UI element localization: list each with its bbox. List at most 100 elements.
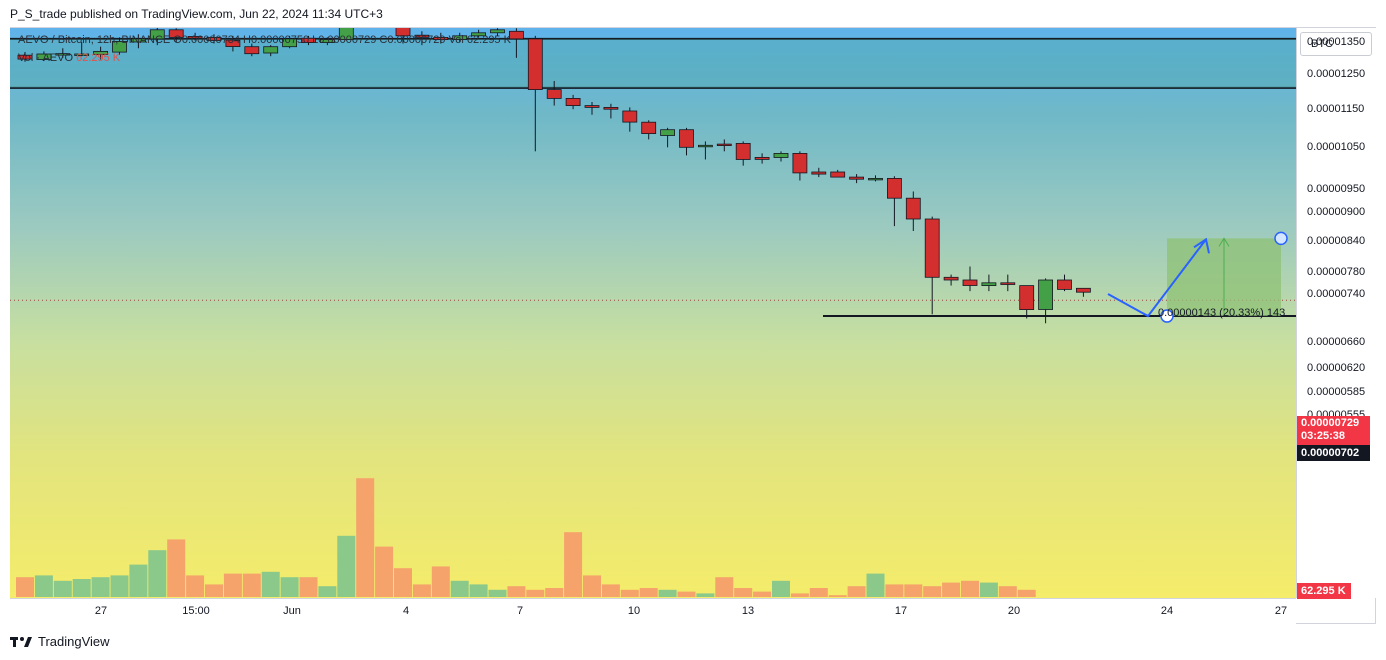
- volume-bar: [318, 586, 337, 597]
- candle-down: [206, 37, 222, 41]
- volume-bar: [469, 584, 488, 597]
- candle-up: [490, 29, 505, 34]
- candle-down: [1019, 285, 1035, 311]
- forecast-arrow-head: [1193, 237, 1210, 254]
- volume-bar: [979, 582, 998, 597]
- volume-bar: [564, 532, 583, 597]
- volume-bar: [658, 589, 677, 597]
- candle-down: [1000, 282, 1016, 285]
- volume-bar: [847, 586, 866, 597]
- volume-bar: [639, 588, 658, 597]
- candle-down: [622, 110, 638, 123]
- price-tick-label: 0.00000620: [1307, 362, 1366, 375]
- volume-bar: [998, 586, 1017, 597]
- price-tick-label: 0.00000780: [1307, 265, 1366, 278]
- volume-bar: [242, 573, 261, 597]
- time-tick-label: 15:00: [182, 605, 210, 617]
- volume-bar: [431, 566, 450, 597]
- candle-down: [849, 176, 864, 180]
- price-tick-label: 0.00000900: [1307, 205, 1366, 218]
- volume-bar: [885, 584, 904, 597]
- candle-down: [17, 54, 33, 60]
- volume-price-label: 62.295 K: [1297, 583, 1351, 599]
- time-tick-label: 7: [516, 605, 524, 617]
- volume-bar: [753, 591, 772, 597]
- volume-bar: [583, 575, 601, 597]
- volume-legend[interactable]: Vol · AEVO 62.295 K: [18, 52, 120, 64]
- candle-up: [55, 53, 71, 56]
- candle-down: [887, 177, 902, 199]
- candle-down: [830, 171, 846, 178]
- candle-down: [225, 39, 241, 47]
- volume-bar: [620, 589, 639, 597]
- volume-bar: [734, 588, 753, 597]
- candle-down: [527, 38, 543, 91]
- volume-bar: [601, 584, 620, 597]
- time-tick-label: 27: [1274, 605, 1288, 617]
- candle-up: [130, 38, 146, 43]
- ohlc-values: O0.00000734 H0.00000750 L0.00000729 C0.0…: [173, 34, 446, 46]
- candle-down: [244, 46, 260, 55]
- volume-bar: [280, 577, 299, 597]
- candle-down: [168, 29, 184, 38]
- plot-layer: [10, 28, 1296, 597]
- volume-bar: [904, 584, 923, 597]
- time-tick-label: 13: [741, 605, 755, 617]
- price-tick-label: 0.00001350: [1307, 36, 1366, 48]
- candle-down: [962, 279, 978, 286]
- candle-down: [905, 197, 921, 220]
- price-tick-label: 0.00001050: [1307, 141, 1366, 154]
- time-scale[interactable]: [10, 598, 1296, 624]
- candle-up: [452, 35, 468, 40]
- bar-countdown: 03:25:38: [1301, 430, 1346, 442]
- volume-bar: [412, 584, 431, 597]
- symbol-legend[interactable]: AEVO / Bitcoin, 12h, BINANCE O0.00000734…: [18, 34, 511, 46]
- volume-bar: [507, 586, 526, 597]
- candle-down: [395, 28, 411, 37]
- volume-bar: [809, 588, 828, 597]
- candle-up: [112, 41, 127, 53]
- volume-bar: [828, 595, 847, 597]
- measure-handle-end: [1274, 231, 1288, 246]
- candle-down: [811, 171, 827, 175]
- forecast-path: [1107, 238, 1207, 318]
- footer-brand: TradingView: [38, 634, 110, 649]
- time-tick-label: 10: [627, 605, 641, 617]
- tradingview-logo-icon: [10, 636, 32, 647]
- time-tick-label: Jun: [283, 605, 301, 617]
- price-scale[interactable]: [1296, 28, 1376, 598]
- volume-bar: [772, 580, 790, 597]
- volume-bar: [696, 593, 715, 597]
- volume-bar: [129, 564, 148, 597]
- time-tick-label: 20: [1007, 605, 1021, 617]
- candle-up: [1038, 279, 1053, 310]
- volume-value: 62.295 K: [76, 52, 121, 64]
- candle-up: [773, 152, 789, 158]
- candle-down: [565, 98, 581, 107]
- candle-down: [735, 142, 751, 160]
- last-price-label: 0.00000729 03:25:38: [1297, 416, 1370, 445]
- volume-bar: [148, 550, 167, 597]
- volume-bar: [356, 478, 375, 597]
- candle-down: [792, 152, 808, 174]
- candle-down: [943, 276, 959, 281]
- candle-down: [603, 107, 619, 110]
- volume-label: Vol · AEVO: [18, 52, 74, 64]
- time-tick-label: 4: [402, 605, 410, 617]
- candle-down: [187, 36, 203, 39]
- volume-bar: [866, 573, 885, 597]
- candle-up: [36, 53, 52, 60]
- volume-bar: [223, 573, 242, 597]
- vol-inline: Vol 62.295 K: [448, 34, 511, 46]
- candle-up: [868, 177, 883, 181]
- candle-down: [641, 121, 657, 134]
- candle-down: [1076, 287, 1091, 293]
- candle-up: [319, 39, 335, 43]
- volume-bar: [715, 577, 734, 597]
- volume-bar: [923, 586, 942, 597]
- candle-up: [660, 129, 675, 136]
- currency-button[interactable]: BTC: [1300, 32, 1372, 56]
- candle-down: [433, 37, 449, 41]
- volume-bar: [16, 577, 34, 597]
